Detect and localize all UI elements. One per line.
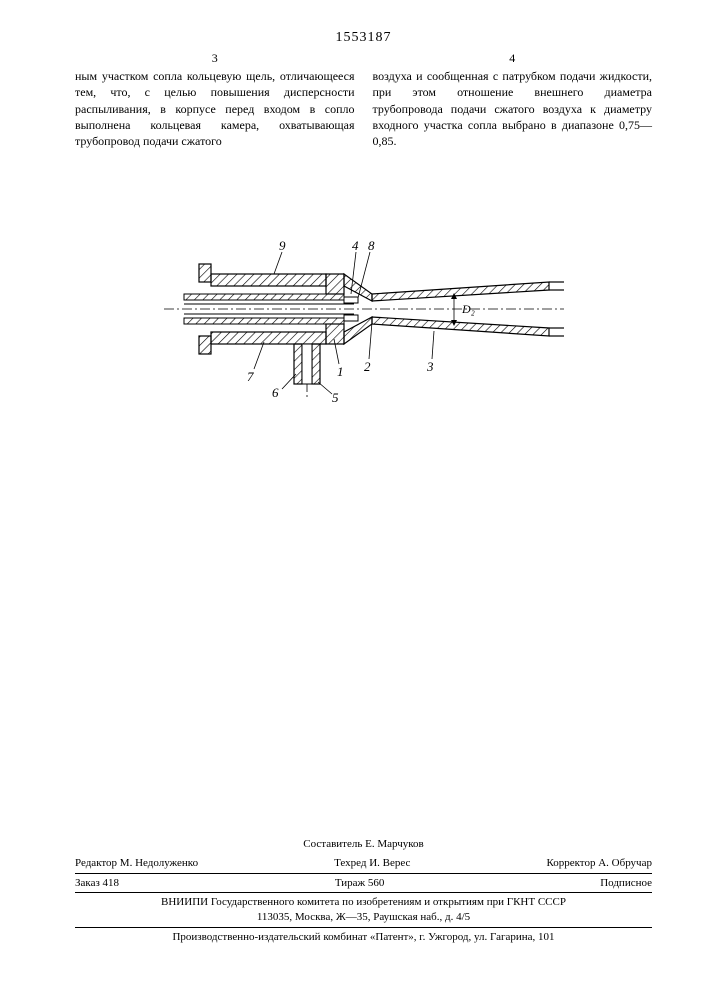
- svg-text:6: 6: [272, 385, 279, 400]
- left-col-num: 3: [75, 50, 355, 66]
- right-col-num: 4: [373, 50, 653, 66]
- footer-block: Составитель Е. Марчуков Редактор М. Недо…: [75, 833, 652, 945]
- order: Заказ 418: [75, 876, 119, 891]
- svg-text:1: 1: [337, 364, 344, 379]
- patent-number: 1553187: [75, 30, 652, 46]
- right-text: воздуха и сообщенная с патрубком подачи …: [373, 69, 653, 148]
- compiler: Составитель Е. Марчуков: [75, 837, 652, 852]
- svg-text:3: 3: [426, 359, 434, 374]
- svg-text:9: 9: [279, 238, 286, 253]
- left-column: 3 ным участком сопла кольцевую щель, отл…: [75, 50, 355, 149]
- tirage: Тираж 560: [335, 876, 385, 891]
- svg-text:2: 2: [364, 359, 371, 374]
- print-row: Заказ 418 Тираж 560 Подписное: [75, 873, 652, 891]
- left-text: ным участком сопла кольцевую щель, отли­…: [75, 69, 355, 148]
- svg-text:7: 7: [247, 369, 254, 384]
- credits-row: Редактор М. Недолуженко Техред И. Верес …: [75, 854, 652, 871]
- svg-text:4: 4: [352, 238, 359, 253]
- dim-label: D₂: [461, 302, 475, 316]
- svg-text:5: 5: [332, 390, 339, 405]
- right-column: 4 воздуха и сообщенная с патрубком подач…: [373, 50, 653, 149]
- org-line1: ВНИИПИ Государственного комитета по изоб…: [75, 895, 652, 910]
- technical-diagram: D₂ 9 4 8 2 3 1 7: [75, 204, 652, 414]
- techred: Техред И. Верес: [334, 856, 410, 871]
- svg-text:8: 8: [368, 238, 375, 253]
- printer-line: Производственно-издательский комбинат «П…: [75, 927, 652, 945]
- text-columns: 3 ным участком сопла кольцевую щель, отл…: [75, 50, 652, 149]
- org-block: ВНИИПИ Государственного комитета по изоб…: [75, 892, 652, 925]
- org-line2: 113035, Москва, Ж—35, Раушская наб., д. …: [75, 910, 652, 925]
- corrector: Корректор А. Обручар: [546, 856, 652, 871]
- subscription: Подписное: [600, 876, 652, 891]
- editor: Редактор М. Недолуженко: [75, 856, 198, 871]
